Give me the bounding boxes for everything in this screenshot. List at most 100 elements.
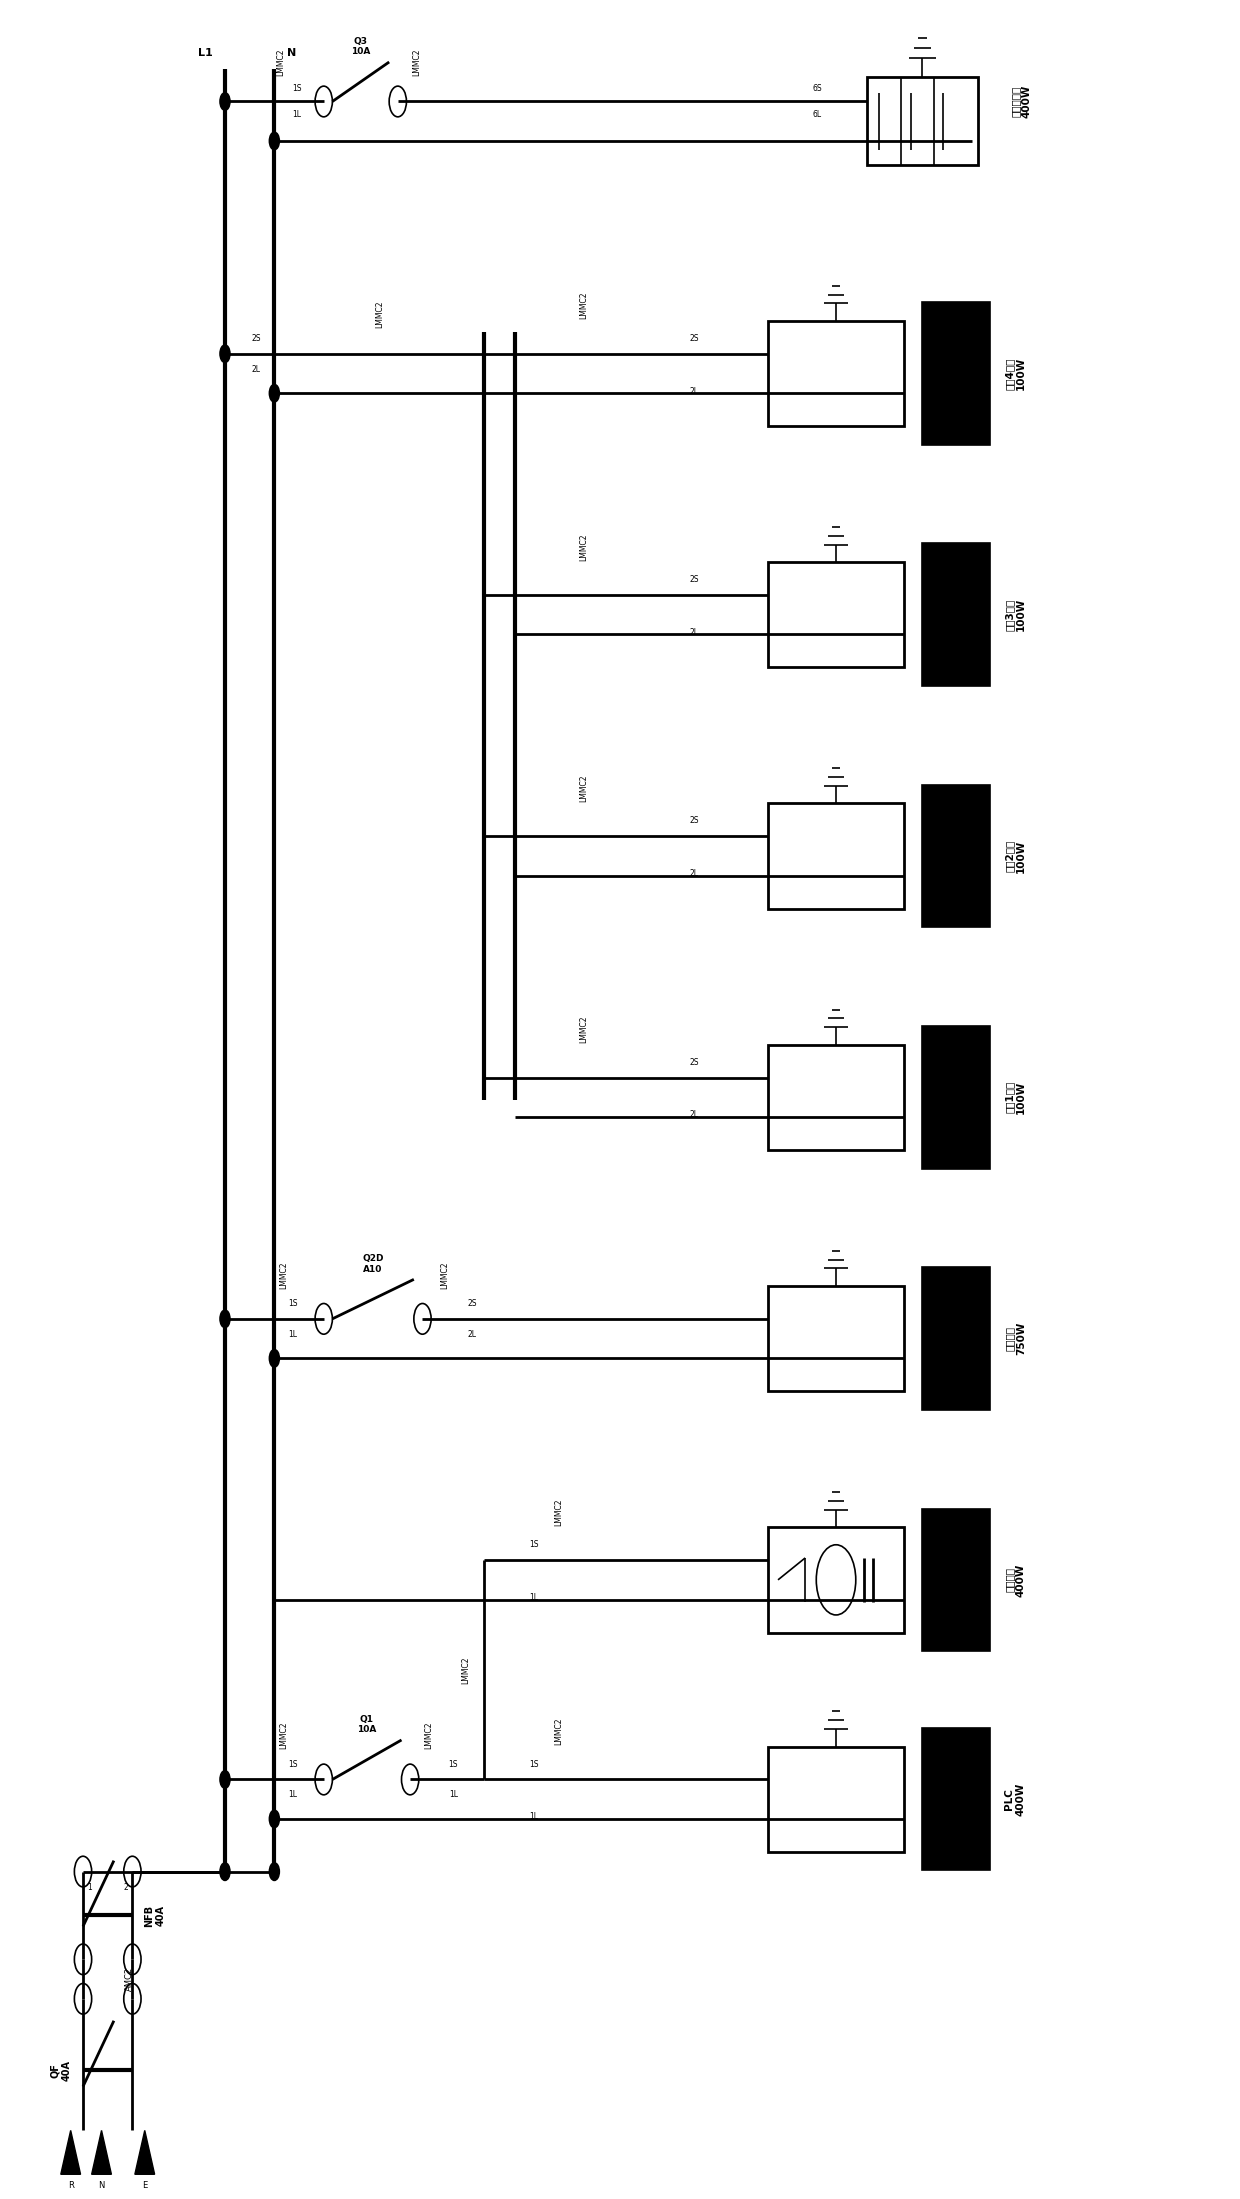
Text: 旋转伺服
750W: 旋转伺服 750W [1004, 1322, 1025, 1355]
Polygon shape [92, 2131, 112, 2175]
Bar [768, 1045, 904, 1150]
Text: LMMC2: LMMC2 [374, 301, 384, 328]
Circle shape [124, 1856, 141, 1887]
Text: LMMC2: LMMC2 [440, 1262, 449, 1289]
Bar [768, 1746, 904, 1852]
Text: 6S: 6S [812, 84, 822, 92]
Bar [768, 803, 904, 908]
Text: 1S: 1S [288, 1759, 298, 1768]
Circle shape [219, 1770, 229, 1788]
Polygon shape [135, 2131, 155, 2175]
Text: LMMC2: LMMC2 [277, 48, 285, 75]
Bar [923, 785, 991, 928]
Circle shape [74, 1944, 92, 1975]
Polygon shape [61, 2131, 81, 2175]
Text: 2L: 2L [467, 1330, 476, 1339]
Text: N: N [98, 2181, 104, 2190]
Text: LMMC2: LMMC2 [579, 774, 588, 803]
Text: LMMC2: LMMC2 [579, 1016, 588, 1042]
Text: 2S: 2S [467, 1300, 476, 1308]
Text: 2L: 2L [689, 387, 698, 396]
Text: LMMC2: LMMC2 [554, 1498, 563, 1526]
Text: R: R [68, 2181, 73, 2190]
Text: QF
40A: QF 40A [50, 2060, 72, 2080]
Text: 1S: 1S [528, 1759, 538, 1768]
Circle shape [124, 1983, 141, 2014]
Text: 开关电源
400W: 开关电源 400W [1004, 1563, 1025, 1596]
Bar [923, 543, 991, 686]
Text: 1S: 1S [291, 84, 301, 92]
Text: 2L: 2L [252, 365, 260, 374]
Bar [768, 1528, 904, 1632]
Text: 1L: 1L [289, 1790, 298, 1799]
Circle shape [74, 1856, 92, 1887]
Circle shape [74, 1983, 92, 2014]
Text: 6L: 6L [813, 110, 822, 119]
Circle shape [269, 132, 279, 150]
Circle shape [315, 86, 332, 117]
Text: 1S: 1S [288, 1300, 298, 1308]
Bar [923, 1509, 991, 1651]
Text: LMMC2: LMMC2 [280, 1722, 289, 1750]
Text: 1: 1 [87, 1882, 92, 1891]
Bar [768, 1286, 904, 1392]
Circle shape [402, 1764, 419, 1794]
Text: 1L: 1L [529, 1812, 538, 1821]
Text: 1S: 1S [449, 1759, 458, 1768]
Circle shape [269, 385, 279, 402]
Text: LMMC2: LMMC2 [412, 48, 420, 75]
Text: 1L: 1L [529, 1592, 538, 1603]
Text: 1L: 1L [449, 1790, 458, 1799]
Text: 2L: 2L [689, 629, 698, 638]
Circle shape [315, 1304, 332, 1335]
Text: PLC
400W: PLC 400W [1004, 1783, 1025, 1816]
Text: 手臂1伺服
100W: 手臂1伺服 100W [1004, 1080, 1025, 1115]
Text: 2L: 2L [689, 869, 698, 877]
Text: 2S: 2S [250, 334, 260, 343]
Bar [867, 77, 978, 165]
Bar [923, 1728, 991, 1871]
Bar [923, 1267, 991, 1410]
Text: LMMC2: LMMC2 [579, 532, 588, 561]
Text: LMMC2: LMMC2 [461, 1656, 470, 1684]
Text: 振动采样机
400W: 振动采样机 400W [1011, 86, 1032, 119]
Circle shape [219, 92, 229, 110]
Circle shape [269, 1810, 279, 1827]
Text: 手臂4伺服
100W: 手臂4伺服 100W [1004, 356, 1025, 389]
Bar [923, 1027, 991, 1168]
Circle shape [219, 1311, 229, 1328]
Circle shape [414, 1304, 432, 1335]
Text: 2S: 2S [689, 334, 699, 343]
Circle shape [269, 1863, 279, 1880]
Text: L1: L1 [198, 48, 212, 57]
Text: 手臂3伺服
100W: 手臂3伺服 100W [1004, 598, 1025, 631]
Text: LMMC2: LMMC2 [424, 1722, 433, 1750]
Text: 2S: 2S [689, 576, 699, 585]
Text: AMC2: AMC2 [125, 1968, 134, 1990]
Circle shape [389, 86, 407, 117]
Circle shape [219, 345, 229, 363]
Text: 2: 2 [124, 1882, 129, 1891]
Circle shape [269, 1350, 279, 1368]
Bar [768, 321, 904, 427]
Text: Q1
10A: Q1 10A [357, 1715, 377, 1735]
Text: 手臂2伺服
100W: 手臂2伺服 100W [1004, 840, 1025, 873]
Text: 1S: 1S [528, 1539, 538, 1548]
Text: 1L: 1L [289, 1330, 298, 1339]
Text: 2L: 2L [689, 1110, 698, 1119]
Text: 1L: 1L [293, 110, 301, 119]
Text: E: E [143, 2181, 148, 2190]
Circle shape [219, 1863, 229, 1880]
Text: Q3
10A: Q3 10A [351, 37, 371, 57]
Text: Q2D
A10: Q2D A10 [362, 1253, 384, 1273]
Bar [923, 301, 991, 444]
Text: LMMC2: LMMC2 [579, 292, 588, 319]
Text: LMMC2: LMMC2 [280, 1262, 289, 1289]
Text: 2S: 2S [689, 1058, 699, 1067]
Text: NFB
40A: NFB 40A [144, 1904, 165, 1926]
Circle shape [315, 1764, 332, 1794]
Text: LMMC2: LMMC2 [554, 1717, 563, 1746]
Text: N: N [286, 48, 296, 57]
Text: 2S: 2S [689, 816, 699, 825]
Bar [768, 563, 904, 666]
